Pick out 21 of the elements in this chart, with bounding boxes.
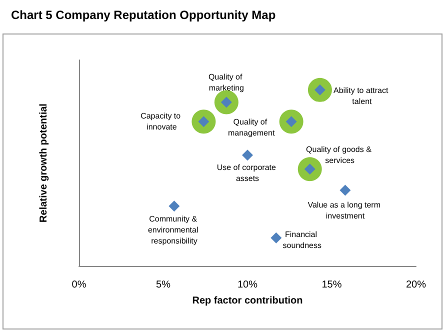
annotation: Quality of management: [228, 118, 276, 138]
annotation: Use of corporate assets: [216, 163, 278, 184]
point: [168, 200, 180, 212]
y-axis-title: Relative growth potential: [38, 103, 50, 222]
chart-title: Chart 5 Company Reputation Opportunity Map: [11, 8, 276, 22]
x-axis-title: Rep factor contribution: [192, 296, 303, 306]
point: [242, 150, 253, 161]
x-tick-label: 0%: [72, 280, 86, 290]
annotation: Capacity to innovate: [140, 112, 183, 132]
annotation: Quality of goods & services: [306, 145, 374, 166]
annotation: Value as a long term investment: [308, 200, 383, 220]
annotation: Financial soundness: [282, 230, 322, 250]
annotation: Community & environmental responsibility: [148, 214, 200, 246]
x-tick-label: 10%: [237, 280, 258, 290]
annotation: Ability to attract talent: [333, 86, 390, 106]
point: [270, 232, 282, 244]
annotation: Quality of marketing: [208, 72, 244, 92]
x-tick-label: 20%: [406, 280, 426, 290]
point: [340, 184, 351, 196]
x-tick-label: 5%: [156, 280, 171, 290]
x-tick-label: 15%: [322, 280, 342, 290]
